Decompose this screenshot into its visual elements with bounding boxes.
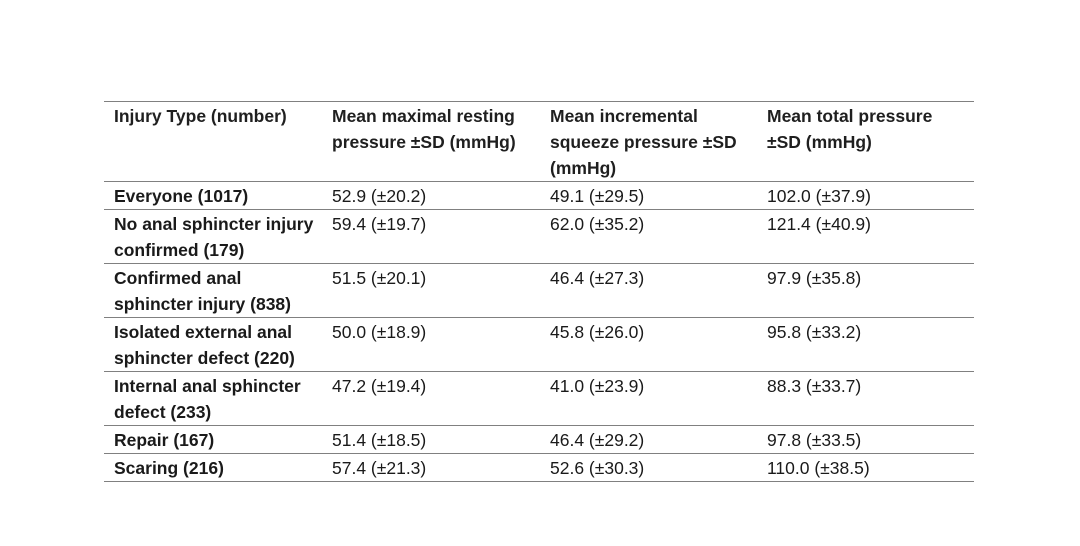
cell-total-pressure: 102.0 (±37.9) [757, 181, 974, 210]
header-squeeze-pressure: Mean incremental squeeze pressure ±SD (m… [540, 101, 757, 182]
cell-squeeze-pressure: 45.8 (±26.0) [540, 317, 757, 372]
cell-total-pressure: 88.3 (±33.7) [757, 371, 974, 426]
table-row: Scaring (216) 57.4 (±21.3) 52.6 (±30.3) … [104, 453, 974, 482]
header-total-pressure: Mean total pressure ±SD (mmHg) [757, 101, 974, 182]
table-row: No anal sphincter injury confirmed (179)… [104, 209, 974, 264]
header-row: Injury Type (number) Mean maximal restin… [104, 101, 974, 182]
row-injury-type: Internal anal sphincter defect (233) [104, 371, 322, 426]
pressure-table: Injury Type (number) Mean maximal restin… [104, 101, 974, 482]
cell-resting-pressure: 57.4 (±21.3) [322, 453, 540, 482]
table-body: Everyone (1017) 52.9 (±20.2) 49.1 (±29.5… [104, 181, 974, 482]
table-header: Injury Type (number) Mean maximal restin… [104, 101, 974, 182]
cell-resting-pressure: 50.0 (±18.9) [322, 317, 540, 372]
cell-total-pressure: 95.8 (±33.2) [757, 317, 974, 372]
pressure-table-container: Injury Type (number) Mean maximal restin… [104, 101, 974, 482]
cell-squeeze-pressure: 46.4 (±27.3) [540, 263, 757, 318]
row-injury-type: Scaring (216) [104, 453, 322, 482]
table-row: Internal anal sphincter defect (233) 47.… [104, 371, 974, 426]
table-row: Confirmed anal sphincter injury (838) 51… [104, 263, 974, 318]
table-row: Repair (167) 51.4 (±18.5) 46.4 (±29.2) 9… [104, 425, 974, 454]
cell-resting-pressure: 47.2 (±19.4) [322, 371, 540, 426]
cell-squeeze-pressure: 62.0 (±35.2) [540, 209, 757, 264]
table-row: Isolated external anal sphincter defect … [104, 317, 974, 372]
cell-total-pressure: 121.4 (±40.9) [757, 209, 974, 264]
table-row: Everyone (1017) 52.9 (±20.2) 49.1 (±29.5… [104, 181, 974, 210]
cell-total-pressure: 110.0 (±38.5) [757, 453, 974, 482]
cell-squeeze-pressure: 46.4 (±29.2) [540, 425, 757, 454]
row-injury-type: Confirmed anal sphincter injury (838) [104, 263, 322, 318]
row-injury-type: Isolated external anal sphincter defect … [104, 317, 322, 372]
cell-total-pressure: 97.9 (±35.8) [757, 263, 974, 318]
cell-total-pressure: 97.8 (±33.5) [757, 425, 974, 454]
cell-resting-pressure: 51.5 (±20.1) [322, 263, 540, 318]
row-injury-type: Everyone (1017) [104, 181, 322, 210]
cell-resting-pressure: 52.9 (±20.2) [322, 181, 540, 210]
header-resting-pressure: Mean maximal resting pressure ±SD (mmHg) [322, 101, 540, 182]
cell-resting-pressure: 59.4 (±19.7) [322, 209, 540, 264]
row-injury-type: No anal sphincter injury confirmed (179) [104, 209, 322, 264]
cell-resting-pressure: 51.4 (±18.5) [322, 425, 540, 454]
row-injury-type: Repair (167) [104, 425, 322, 454]
header-injury-type: Injury Type (number) [104, 101, 322, 182]
cell-squeeze-pressure: 41.0 (±23.9) [540, 371, 757, 426]
cell-squeeze-pressure: 49.1 (±29.5) [540, 181, 757, 210]
cell-squeeze-pressure: 52.6 (±30.3) [540, 453, 757, 482]
